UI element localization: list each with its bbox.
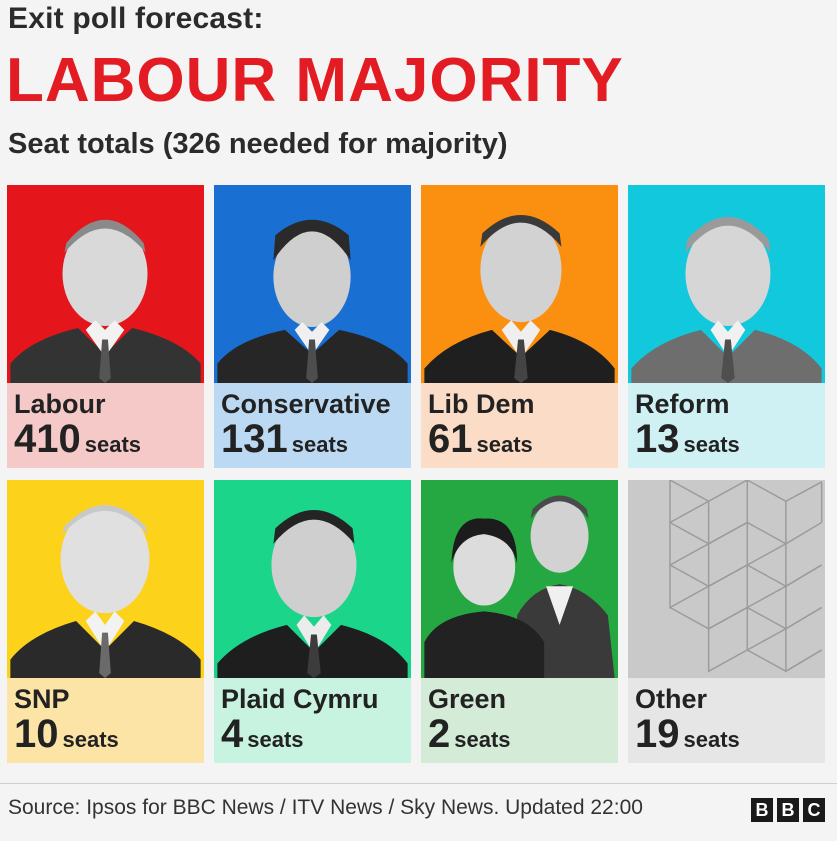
seat-count: 19: [635, 712, 680, 756]
party-photo: [214, 480, 411, 678]
party-photo: [421, 185, 618, 383]
seat-total: 61 seats: [428, 419, 618, 468]
seat-unit: seats: [247, 727, 304, 752]
party-card-labour: Labour 410 seats: [7, 185, 204, 468]
seat-unit: seats: [476, 432, 533, 457]
seat-total: 2 seats: [428, 714, 618, 763]
party-card-green: Green 2 seats: [421, 480, 618, 763]
logo-letter: C: [803, 798, 825, 822]
party-card-snp: SNP 10 seats: [7, 480, 204, 763]
person-photo: [10, 505, 201, 678]
seat-total: 131 seats: [221, 419, 411, 468]
party-info: Green 2 seats: [421, 678, 618, 763]
party-grid: Labour 410 seats Conservative: [7, 185, 827, 763]
person-photo: [10, 219, 201, 383]
person-photo: [424, 214, 615, 383]
party-card-plaid-cymru: Plaid Cymru 4 seats: [214, 480, 411, 763]
party-photo: [421, 480, 618, 678]
kicker: Exit poll forecast:: [8, 2, 264, 35]
party-name: SNP: [14, 684, 70, 714]
party-card-conservative: Conservative 131 seats: [214, 185, 411, 468]
party-photo: [628, 185, 825, 383]
seat-total: 4 seats: [221, 714, 411, 763]
party-info: Lib Dem 61 seats: [421, 383, 618, 468]
seat-count: 2: [428, 712, 451, 756]
seat-count: 10: [14, 712, 59, 756]
seat-total: 410 seats: [14, 419, 204, 468]
seat-unit: seats: [84, 432, 142, 457]
seat-total: 13 seats: [635, 419, 825, 468]
seat-count: 131: [221, 417, 288, 461]
person-photo: [217, 509, 408, 678]
subtitle: Seat totals (326 needed for majority): [8, 128, 508, 160]
person-photo: [631, 216, 822, 383]
party-info: Other 19 seats: [628, 678, 825, 763]
party-name: Labour: [14, 389, 106, 419]
party-card-other: Other 19 seats: [628, 480, 825, 763]
seat-unit: seats: [683, 727, 740, 752]
party-name: Other: [635, 684, 708, 714]
party-info: SNP 10 seats: [7, 678, 204, 763]
person-photo: [217, 219, 408, 383]
seat-total: 10 seats: [14, 714, 204, 763]
seat-unit: seats: [62, 727, 119, 752]
party-name: Conservative: [221, 389, 391, 419]
party-name: Green: [428, 684, 507, 714]
party-photo: [7, 480, 204, 678]
seat-unit: seats: [683, 432, 740, 457]
party-photo: [214, 185, 411, 383]
seat-total: 19 seats: [635, 714, 825, 763]
two-people-photo: [424, 495, 615, 678]
footer-divider: [0, 783, 837, 784]
party-photo: [7, 185, 204, 383]
seat-count: 4: [221, 712, 244, 756]
triangle-pattern: [669, 480, 823, 673]
party-name: Reform: [635, 389, 730, 419]
logo-letter: B: [777, 798, 799, 822]
party-card-reform: Reform 13 seats: [628, 185, 825, 468]
seat-unit: seats: [291, 432, 349, 457]
headline: LABOUR MAJORITY: [6, 46, 624, 115]
party-name: Plaid Cymru: [221, 684, 379, 714]
logo-letter: B: [751, 798, 773, 822]
bbc-logo: B B C: [751, 798, 825, 822]
party-photo: [628, 480, 825, 678]
party-info: Reform 13 seats: [628, 383, 825, 468]
party-info: Plaid Cymru 4 seats: [214, 678, 411, 763]
seat-unit: seats: [454, 727, 511, 752]
seat-count: 13: [635, 417, 680, 461]
party-card-lib-dem: Lib Dem 61 seats: [421, 185, 618, 468]
party-name: Lib Dem: [428, 389, 535, 419]
party-info: Labour 410 seats: [7, 383, 204, 468]
source-note: Source: Ipsos for BBC News / ITV News / …: [8, 796, 643, 819]
seat-count: 410: [14, 417, 81, 461]
party-info: Conservative 131 seats: [214, 383, 411, 468]
seat-count: 61: [428, 417, 473, 461]
